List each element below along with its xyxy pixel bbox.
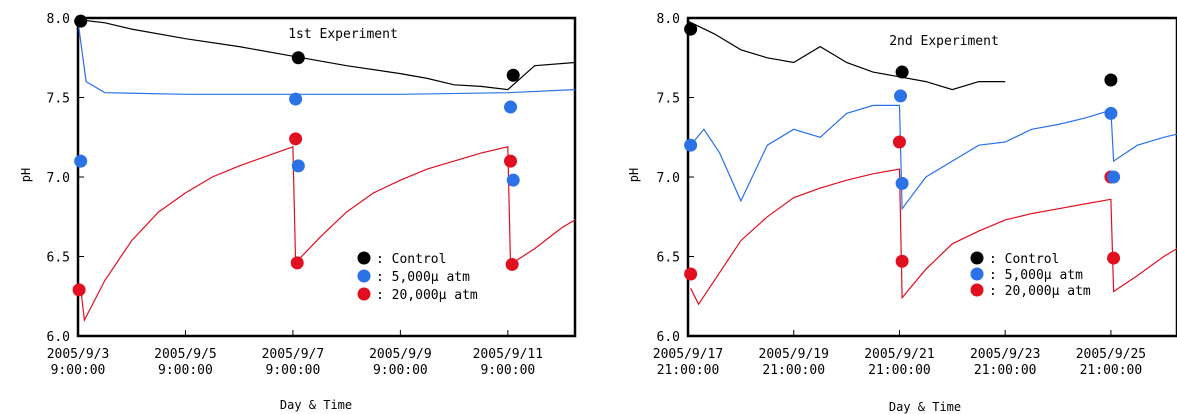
marker-co2-20000 <box>504 154 518 168</box>
marker-control <box>74 14 88 28</box>
plot-area: 6.06.57.07.58.02005/9/39:00:002005/9/59:… <box>47 12 577 378</box>
marker-control <box>1104 73 1118 87</box>
series-line-co2-20000 <box>690 168 1177 306</box>
legend-label: : 5,000μ atm <box>376 270 470 285</box>
y-tick-label: 7.5 <box>47 92 70 107</box>
x-tick-label-time: 21:00:00 <box>762 363 825 378</box>
x-tick-label-date: 2005/9/9 <box>369 347 432 362</box>
legend-marker <box>970 251 984 265</box>
series-line-co2-5000 <box>690 104 1177 211</box>
chart-title: 2nd Experiment <box>889 34 999 49</box>
marker-co2-5000 <box>291 159 305 173</box>
marker-co2-20000 <box>290 256 304 270</box>
x-tick-label-time: 21:00:00 <box>1080 363 1143 378</box>
marker-co2-5000 <box>504 100 518 114</box>
legend-marker <box>970 283 984 297</box>
marker-control <box>506 68 520 82</box>
x-tick-label-date: 2005/9/17 <box>653 347 723 362</box>
x-tick-label-date: 2005/9/19 <box>759 347 829 362</box>
marker-control <box>684 22 698 36</box>
x-tick-label-date: 2005/9/3 <box>47 347 110 362</box>
y-tick-label: 6.0 <box>47 330 70 345</box>
marker-control <box>895 65 909 79</box>
x-tick-label-time: 21:00:00 <box>974 363 1037 378</box>
marker-co2-5000 <box>1104 106 1118 120</box>
legend-label: : 20,000μ atm <box>376 288 478 303</box>
y-axis-label: pH <box>627 168 641 182</box>
y-tick-label: 7.5 <box>657 92 680 107</box>
x-tick-label-date: 2005/9/23 <box>970 347 1040 362</box>
x-tick-label-date: 2005/9/11 <box>473 347 543 362</box>
marker-co2-5000 <box>506 173 520 187</box>
marker-co2-20000 <box>505 257 519 271</box>
legend-label: : Control <box>989 252 1059 267</box>
x-tick-label-date: 2005/9/21 <box>864 347 934 362</box>
marker-co2-20000 <box>1107 251 1121 265</box>
plot-frame <box>76 16 577 338</box>
x-tick-label-date: 2005/9/7 <box>262 347 325 362</box>
x-tick-label-time: 9:00:00 <box>373 363 428 378</box>
series-line-co2-5000 <box>77 21 576 95</box>
legend-label: : Control <box>376 252 446 267</box>
y-tick-label: 8.0 <box>657 12 680 27</box>
legend-marker <box>357 269 371 283</box>
series-line-control <box>687 20 1006 91</box>
legend-marker <box>970 267 984 281</box>
x-tick-label-date: 2005/9/25 <box>1076 347 1146 362</box>
y-tick-label: 7.0 <box>657 171 680 186</box>
legend-marker <box>357 287 371 301</box>
chart-1st-experiment: 1st Experiment pH Day & Time 6.0 6.5 7.0 7.… <box>19 12 577 412</box>
x-tick-label-time: 9:00:00 <box>480 363 535 378</box>
marker-co2-5000 <box>74 154 88 168</box>
legend-label: : 5,000μ atm <box>989 268 1083 283</box>
marker-co2-5000 <box>289 92 303 106</box>
y-axis-label: pH <box>19 168 33 182</box>
x-tick-label-date: 2005/9/5 <box>154 347 217 362</box>
x-axis-label: Day & Time <box>280 398 352 412</box>
legend-label: : 20,000μ atm <box>989 284 1091 299</box>
x-tick-label-time: 9:00:00 <box>51 363 106 378</box>
marker-co2-5000 <box>1107 170 1121 184</box>
marker-co2-5000 <box>895 176 909 190</box>
x-tick-label-time: 9:00:00 <box>158 363 213 378</box>
plot-frame <box>686 16 1177 338</box>
series-line-co2-20000 <box>80 145 576 323</box>
y-tick-label: 6.0 <box>657 330 680 345</box>
marker-co2-20000 <box>684 267 698 281</box>
y-tick-label: 8.0 <box>47 12 70 27</box>
marker-co2-20000 <box>72 283 86 297</box>
y-tick-label: 6.5 <box>657 251 680 266</box>
chart-2nd-experiment: 2nd Experiment pH Day & Time 6.0 6.5 7.0 7.… <box>627 12 1177 414</box>
marker-co2-20000 <box>289 132 303 146</box>
marker-control <box>291 51 305 65</box>
x-tick-label-time: 9:00:00 <box>266 363 321 378</box>
x-tick-label-time: 21:00:00 <box>868 363 931 378</box>
marker-co2-5000 <box>894 89 908 103</box>
marker-co2-20000 <box>892 135 906 149</box>
x-tick-label-time: 21:00:00 <box>657 363 720 378</box>
y-tick-label: 6.5 <box>47 251 70 266</box>
marker-co2-5000 <box>684 138 698 152</box>
chart-title: 1st Experiment <box>288 27 398 42</box>
series-line-control <box>77 19 576 91</box>
plot-area: 6.06.57.07.58.02005/9/1721:00:002005/9/1… <box>653 12 1177 378</box>
marker-co2-20000 <box>895 254 909 268</box>
x-axis-label: Day & Time <box>889 400 961 414</box>
y-tick-label: 7.0 <box>47 171 70 186</box>
legend-marker <box>357 251 371 265</box>
